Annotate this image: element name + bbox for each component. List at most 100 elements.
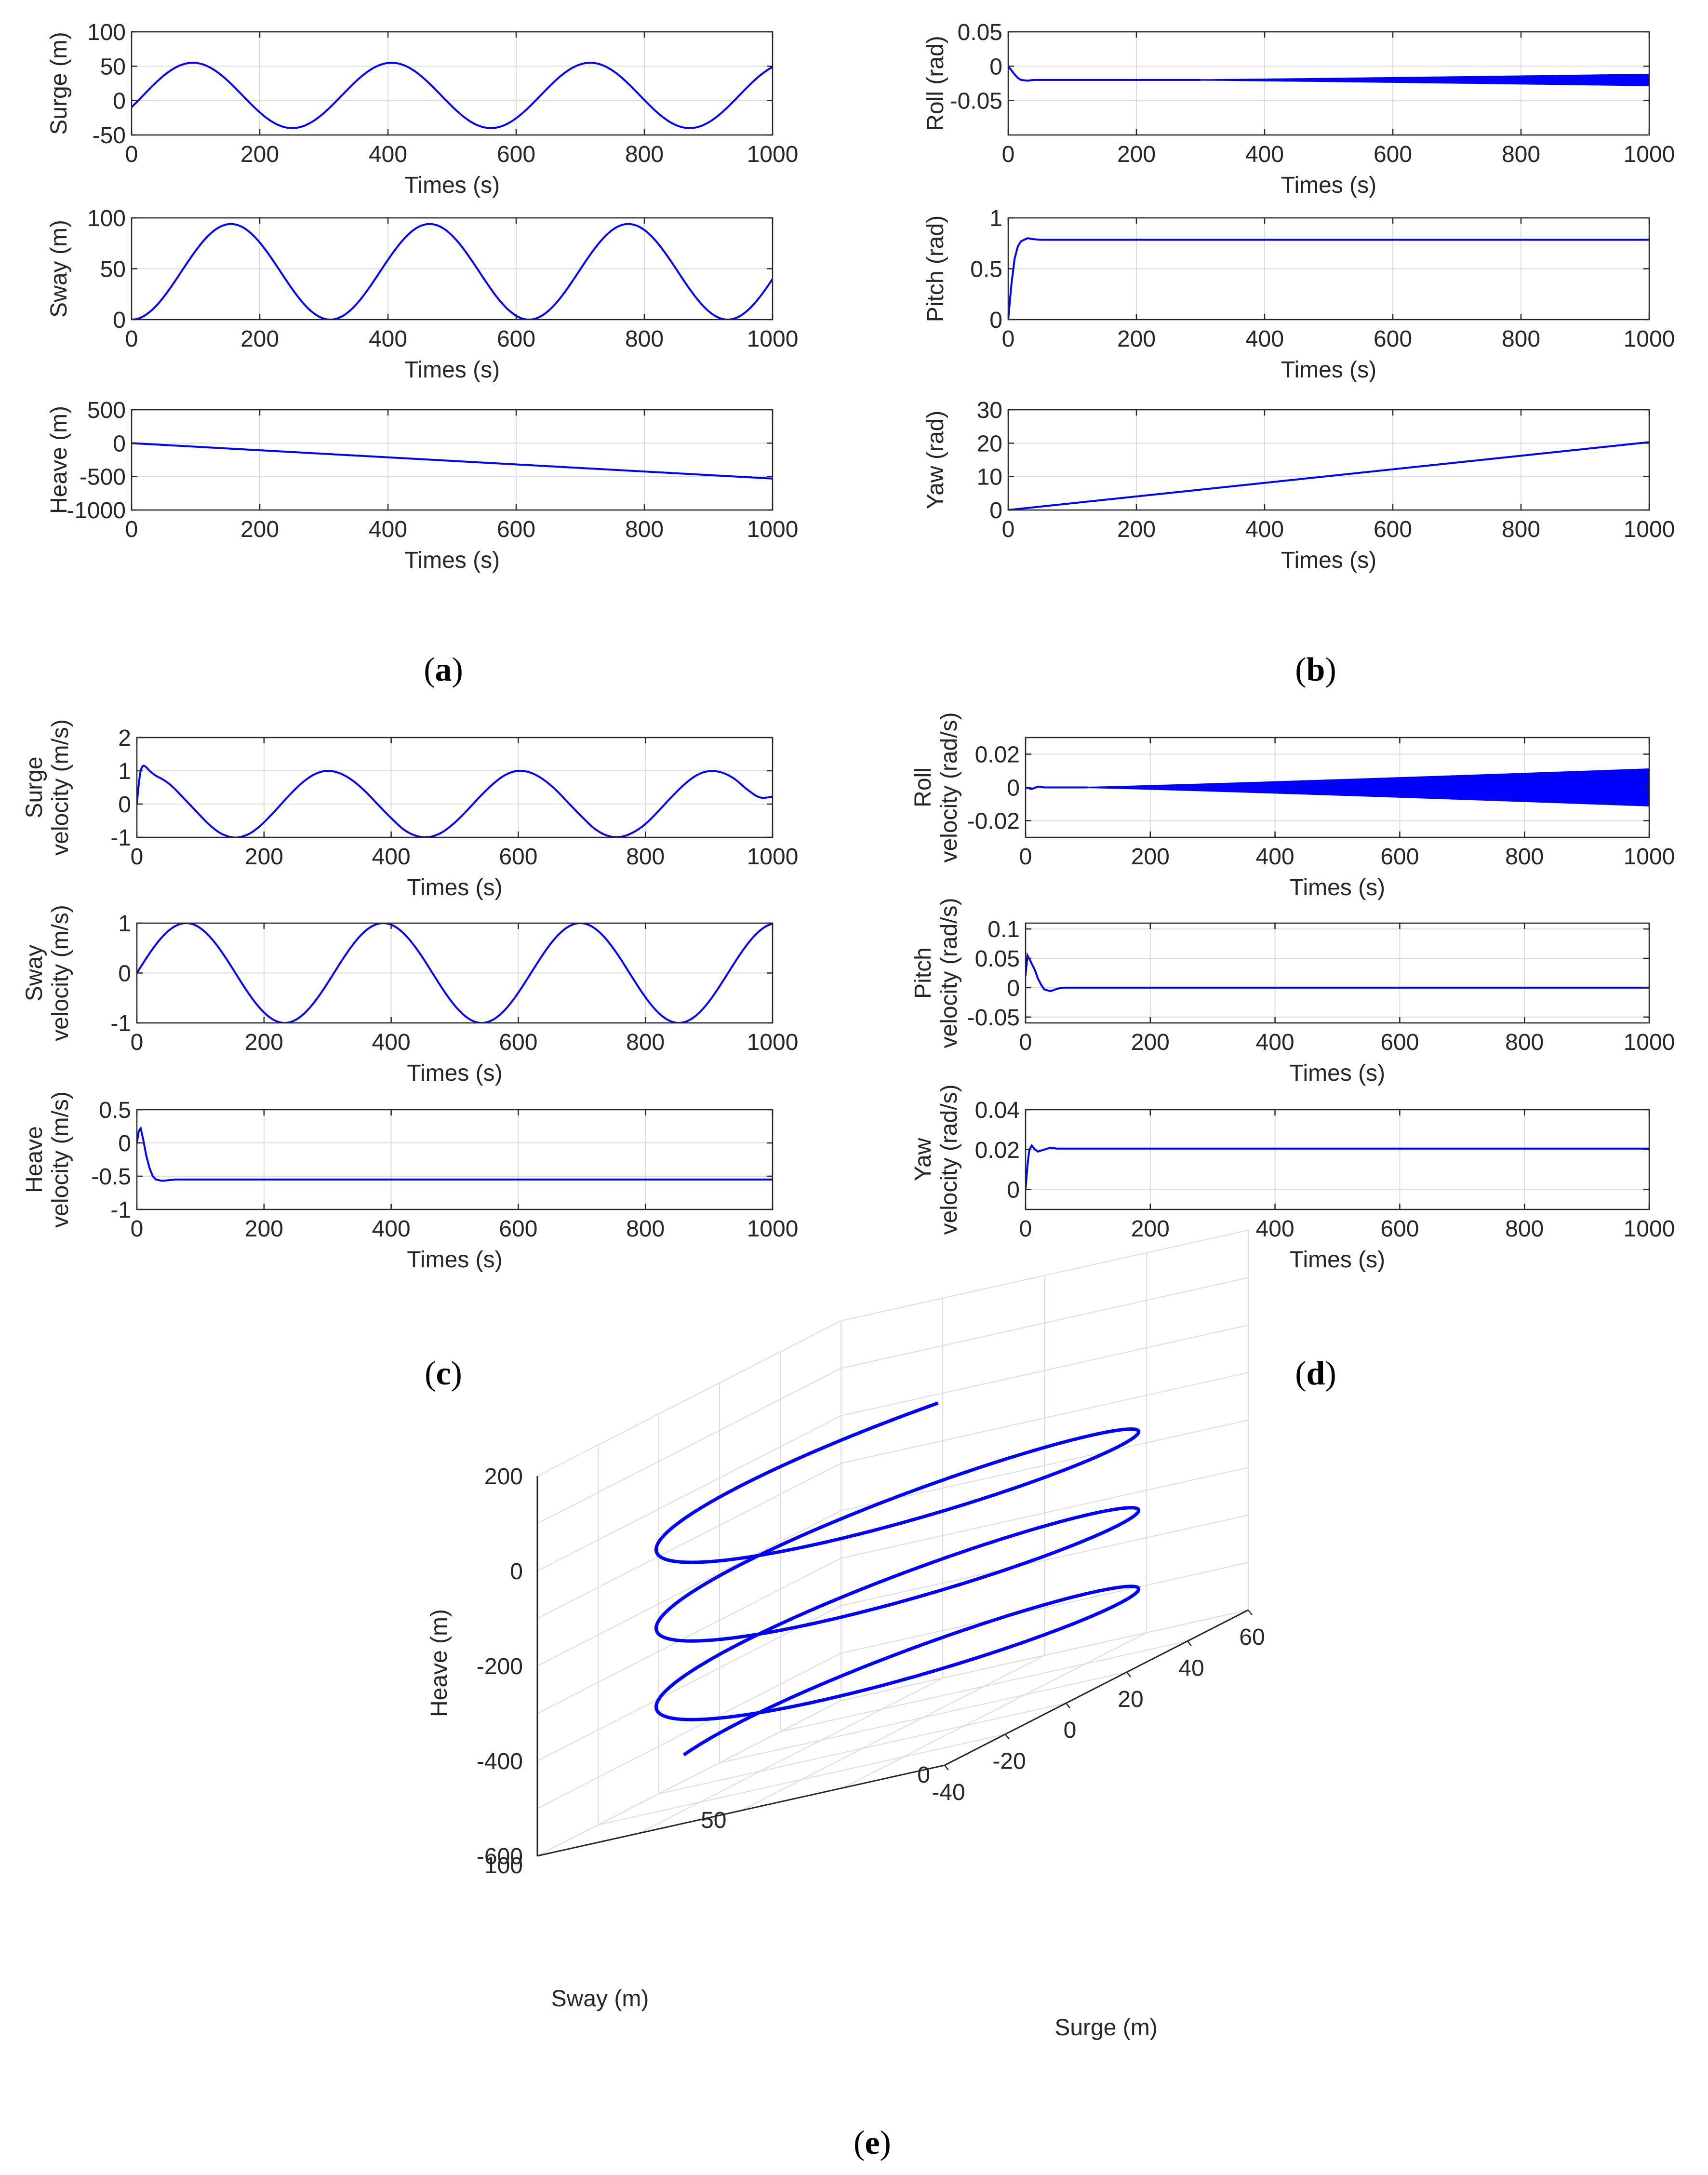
y-tick-label: -500 <box>80 465 126 490</box>
sway-axis-label: Sway (m) <box>551 1986 649 2012</box>
series-line <box>132 442 773 480</box>
x-tick-label: 600 <box>1380 1030 1419 1055</box>
y-axis-label: Roll (rad) <box>923 36 948 131</box>
y-tick-label: 0 <box>118 1131 131 1156</box>
series-line <box>132 223 773 320</box>
y-tick-label: -1 <box>110 1197 131 1223</box>
axes-box <box>1007 31 1650 136</box>
x-tick-label: 400 <box>372 1216 411 1242</box>
x-tick-label: 400 <box>369 326 407 352</box>
surge-tick-label: 0 <box>1064 1718 1077 1743</box>
grid-line-3d <box>537 1415 841 1571</box>
chart-a3: 0 200 400 600 800 1000 -1000 -500 0 500 Times (s) H… <box>46 398 798 573</box>
y-axis-label: velocity (rad/s) <box>936 712 962 862</box>
surge-tick-mark <box>1248 1610 1253 1615</box>
grid-line-3d <box>741 1655 1045 1811</box>
y-tick-label: 0 <box>989 498 1002 524</box>
grid-line-3d <box>537 1463 841 1619</box>
y-axis-label: velocity (rad/s) <box>936 898 962 1048</box>
x-tick-label: 600 <box>499 844 537 870</box>
sway-axis-line <box>537 1764 945 1857</box>
x-tick-label: 600 <box>499 1030 537 1055</box>
x-axis-label: Times (s) <box>404 357 500 383</box>
grid-line-3d <box>841 1562 1249 1654</box>
chart-d3: 0 200 400 600 800 1000 0 0.02 0.04 Times (s) Yaw ve… <box>910 1084 1675 1273</box>
y-tick-label: 1 <box>118 911 131 937</box>
x-tick-label: 600 <box>1374 326 1412 352</box>
series-line <box>1008 66 1201 82</box>
heave-tick-label: -600 <box>477 1844 523 1869</box>
series-line <box>1026 1143 1649 1190</box>
y-tick-label: 0.02 <box>975 742 1020 768</box>
x-tick-label: 0 <box>1019 844 1032 870</box>
series-line <box>137 1126 773 1182</box>
y-axis-label: Surge <box>22 756 47 818</box>
grid-line-3d <box>841 1325 1249 1416</box>
grid-line-3d <box>537 1557 841 1714</box>
y-axis-label: velocity (m/s) <box>48 905 73 1041</box>
surge-tick-mark <box>1066 1703 1070 1708</box>
x-axis-label: Times (s) <box>1290 1061 1385 1086</box>
x-tick-label: 1000 <box>1624 844 1675 870</box>
x-axis-label: Times (s) <box>404 173 500 198</box>
y-tick-label: -1 <box>110 825 131 851</box>
x-tick-label: 600 <box>1374 517 1412 542</box>
y-axis-label: Yaw <box>910 1138 936 1181</box>
series-band <box>1026 768 1649 807</box>
x-tick-label: 0 <box>1002 142 1015 167</box>
sway-tick-label: 0 <box>917 1762 930 1788</box>
grid-line-3d <box>537 1510 841 1666</box>
grid-line-3d <box>537 1652 841 1809</box>
heave-tick-label: -400 <box>477 1749 523 1774</box>
heave-tick-label: 200 <box>484 1464 523 1490</box>
surge-tick-label: 20 <box>1118 1687 1143 1712</box>
x-tick-label: 400 <box>1256 844 1294 870</box>
y-tick-label: 1 <box>118 759 131 784</box>
y-tick-label: 2 <box>118 725 131 751</box>
x-tick-label: 0 <box>1019 1030 1032 1055</box>
x-tick-label: 600 <box>497 326 535 352</box>
heave-tick-label: -200 <box>477 1654 523 1679</box>
x-tick-label: 600 <box>1374 142 1412 167</box>
y-tick-label: 0.02 <box>975 1138 1020 1163</box>
x-tick-label: 200 <box>245 1030 283 1055</box>
x-tick-label: 600 <box>497 517 535 542</box>
x-tick-label: 1000 <box>747 844 799 870</box>
y-tick-label: 0 <box>1007 776 1020 801</box>
x-tick-label: 800 <box>626 1030 665 1055</box>
x-tick-label: 800 <box>625 326 664 352</box>
x-tick-label: 0 <box>125 326 138 352</box>
sway-tick-label: 50 <box>701 1808 726 1833</box>
panel-label-c: (c) <box>425 1355 462 1392</box>
y-tick-label: 50 <box>100 54 126 80</box>
x-tick-label: 600 <box>1380 1216 1419 1242</box>
x-tick-label: 1000 <box>1624 142 1675 167</box>
x-tick-label: 1000 <box>1624 326 1675 352</box>
y-tick-label: 100 <box>87 206 126 231</box>
x-tick-label: 800 <box>626 1216 665 1242</box>
x-tick-label: 400 <box>372 844 411 870</box>
x-axis-label: Times (s) <box>404 548 500 573</box>
y-tick-label: -0.02 <box>967 809 1020 834</box>
y-tick-label: 0.5 <box>99 1098 131 1123</box>
grid-line-3d <box>841 1372 1249 1464</box>
grid-line-3d <box>841 1515 1249 1606</box>
axes-box <box>1025 922 1650 1024</box>
y-tick-label: 0 <box>1007 976 1020 1001</box>
chart-e: -40-200204060050100-600-400-2000200Surge… <box>427 1230 1265 2041</box>
x-tick-label: 400 <box>372 1030 411 1055</box>
x-axis-label: Times (s) <box>407 1247 502 1273</box>
surge-tick-mark <box>1005 1733 1010 1740</box>
y-tick-label: -0.05 <box>950 89 1002 114</box>
heave-axis-label: Heave (m) <box>427 1609 452 1717</box>
y-axis-label: Sway (m) <box>46 220 72 318</box>
x-tick-label: 1000 <box>1624 1216 1675 1242</box>
chart-b3: 0 200 400 600 800 1000 0 10 20 30 Times (s) Yaw (ra… <box>923 398 1675 573</box>
x-tick-label: 400 <box>369 142 407 167</box>
x-tick-label: 200 <box>1131 1030 1170 1055</box>
x-axis-label: Times (s) <box>1281 173 1376 198</box>
series-line <box>1026 785 1088 791</box>
